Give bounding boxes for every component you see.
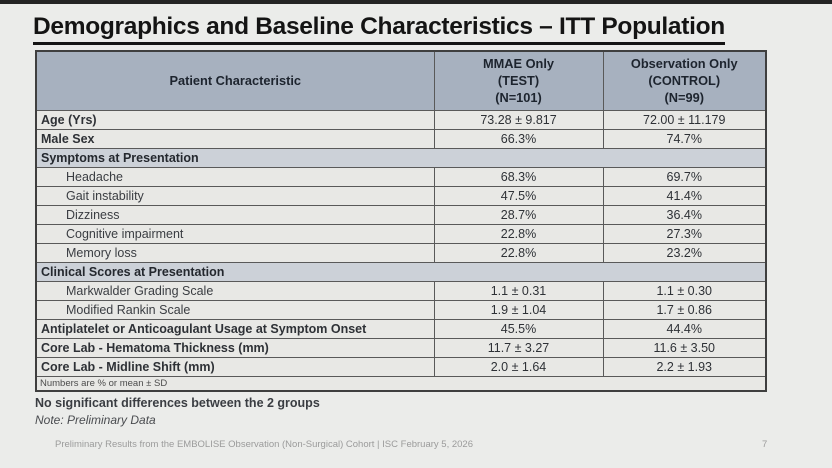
control-column-n: (N=99) xyxy=(664,90,704,106)
table-row: Dizziness 28.7% 36.4% xyxy=(35,204,767,225)
test-value: 22.8% xyxy=(433,242,604,263)
control-column-name: Observation Only xyxy=(630,56,738,72)
table-row: Core Lab - Midline Shift (mm) 2.0 ± 1.64… xyxy=(35,356,767,377)
test-value: 73.28 ± 9.817 xyxy=(433,109,604,130)
test-value: 11.7 ± 3.27 xyxy=(433,337,604,358)
control-value: 72.00 ± 11.179 xyxy=(602,109,767,130)
row-label: Core Lab - Midline Shift (mm) xyxy=(35,356,435,377)
control-value: 11.6 ± 3.50 xyxy=(602,337,767,358)
control-value: 1.1 ± 0.30 xyxy=(602,280,767,301)
table-footnote-row: Numbers are % or mean ± SD xyxy=(35,375,767,392)
row-label: Headache xyxy=(35,166,435,187)
test-column-group: (TEST) xyxy=(497,73,540,89)
test-column-n: (N=101) xyxy=(495,90,542,106)
row-label: Memory loss xyxy=(35,242,435,263)
test-value: 22.8% xyxy=(433,223,604,244)
row-label: Dizziness xyxy=(35,204,435,225)
control-value: 74.7% xyxy=(602,128,767,149)
control-value: 27.3% xyxy=(602,223,767,244)
control-value: 2.2 ± 1.93 xyxy=(602,356,767,377)
table-row: Antiplatelet or Anticoagulant Usage at S… xyxy=(35,318,767,339)
table-row: Memory loss 22.8% 23.2% xyxy=(35,242,767,263)
control-value: 1.7 ± 0.86 xyxy=(602,299,767,320)
row-label: Male Sex xyxy=(35,128,435,149)
control-value: 23.2% xyxy=(602,242,767,263)
table-footnote: Numbers are % or mean ± SD xyxy=(35,375,767,392)
row-label: Core Lab - Hematoma Thickness (mm) xyxy=(35,337,435,358)
table-row: Gait instability 47.5% 41.4% xyxy=(35,185,767,206)
table-row: Male Sex 66.3% 74.7% xyxy=(35,128,767,149)
table-row: Headache 68.3% 69.7% xyxy=(35,166,767,187)
control-value: 41.4% xyxy=(602,185,767,206)
slide-footer: Preliminary Results from the EMBOLISE Ob… xyxy=(55,439,473,450)
row-label: Cognitive impairment xyxy=(35,223,435,244)
table-header-row: Patient Characteristic MMAE Only (TEST) … xyxy=(35,50,767,111)
table-section-row: Symptoms at Presentation xyxy=(35,147,767,168)
test-value: 47.5% xyxy=(433,185,604,206)
control-value: 69.7% xyxy=(602,166,767,187)
table-row: Age (Yrs) 73.28 ± 9.817 72.00 ± 11.179 xyxy=(35,109,767,130)
table-row: Core Lab - Hematoma Thickness (mm) 11.7 … xyxy=(35,337,767,358)
test-value: 68.3% xyxy=(433,166,604,187)
row-label: Modified Rankin Scale xyxy=(35,299,435,320)
section-label: Clinical Scores at Presentation xyxy=(35,261,767,282)
preliminary-data-note: Note: Preliminary Data xyxy=(35,413,156,427)
page-number: 7 xyxy=(762,439,768,450)
baseline-characteristics-table: Patient Characteristic MMAE Only (TEST) … xyxy=(35,50,767,392)
table-section-row: Clinical Scores at Presentation xyxy=(35,261,767,282)
row-label: Gait instability xyxy=(35,185,435,206)
row-label: Antiplatelet or Anticoagulant Usage at S… xyxy=(35,318,435,339)
control-column-group: (CONTROL) xyxy=(648,73,721,89)
test-value: 28.7% xyxy=(433,204,604,225)
column-header-test: MMAE Only (TEST) (N=101) xyxy=(433,50,604,111)
no-significant-differences-note: No significant differences between the 2… xyxy=(35,396,320,410)
test-value: 66.3% xyxy=(433,128,604,149)
table-row: Cognitive impairment 22.8% 27.3% xyxy=(35,223,767,244)
row-label: Age (Yrs) xyxy=(35,109,435,130)
table-row: Markwalder Grading Scale 1.1 ± 0.31 1.1 … xyxy=(35,280,767,301)
test-value: 2.0 ± 1.64 xyxy=(433,356,604,377)
control-value: 44.4% xyxy=(602,318,767,339)
top-letterbox-bar xyxy=(0,0,832,4)
control-value: 36.4% xyxy=(602,204,767,225)
test-value: 1.9 ± 1.04 xyxy=(433,299,604,320)
column-header-characteristic: Patient Characteristic xyxy=(35,50,435,111)
test-column-name: MMAE Only xyxy=(482,56,555,72)
row-label: Markwalder Grading Scale xyxy=(35,280,435,301)
table-row: Modified Rankin Scale 1.9 ± 1.04 1.7 ± 0… xyxy=(35,299,767,320)
section-label: Symptoms at Presentation xyxy=(35,147,767,168)
test-value: 1.1 ± 0.31 xyxy=(433,280,604,301)
slide-title: Demographics and Baseline Characteristic… xyxy=(33,13,725,45)
test-value: 45.5% xyxy=(433,318,604,339)
column-header-control: Observation Only (CONTROL) (N=99) xyxy=(602,50,767,111)
